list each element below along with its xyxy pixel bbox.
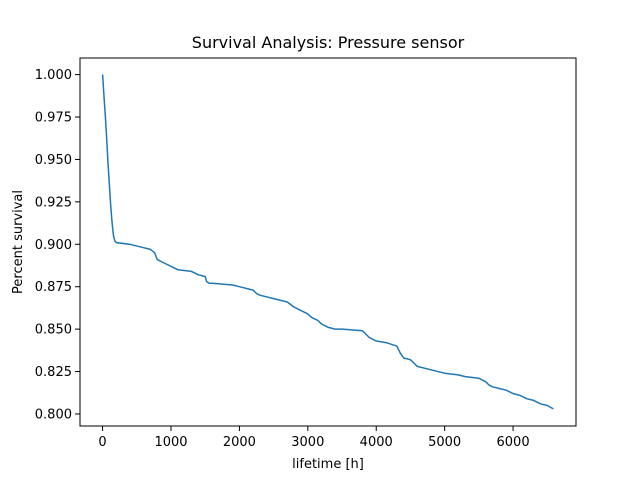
y-tick-label: 0.825 bbox=[35, 365, 72, 380]
plot-area bbox=[79, 57, 577, 427]
y-axis: 0.800 0.825 0.850 0.875 0.900 0.925 0.950 0.975… bbox=[35, 68, 80, 422]
x-tick-label: 6000 bbox=[497, 435, 530, 450]
survival-curve-line bbox=[101, 74, 554, 410]
x-axis-label: lifetime [h] bbox=[292, 457, 364, 472]
y-tick-label: 0.850 bbox=[35, 323, 72, 338]
series-layer bbox=[101, 74, 554, 410]
y-tick-label: 0.975 bbox=[35, 111, 72, 126]
y-tick-label: 0.925 bbox=[35, 195, 72, 210]
x-tick-label: 5000 bbox=[428, 435, 461, 450]
y-tick-label: 1.000 bbox=[35, 68, 72, 83]
x-tick-label: 4000 bbox=[360, 435, 393, 450]
y-tick-label: 0.950 bbox=[35, 153, 72, 168]
chart-title: Survival Analysis: Pressure sensor bbox=[192, 33, 465, 52]
y-axis-label: Percent survival bbox=[11, 190, 26, 294]
x-tick-label: 1000 bbox=[154, 435, 187, 450]
plot-frame bbox=[79, 57, 577, 427]
y-tick-label: 0.875 bbox=[35, 280, 72, 295]
x-tick-label: 0 bbox=[98, 435, 106, 450]
x-axis: 0 1000 2000 3000 4000 5000 6000 bbox=[98, 426, 530, 450]
x-tick-label: 2000 bbox=[223, 435, 256, 450]
x-tick-label: 3000 bbox=[291, 435, 324, 450]
y-tick-label: 0.800 bbox=[35, 407, 72, 422]
y-tick-label: 0.900 bbox=[35, 238, 72, 253]
